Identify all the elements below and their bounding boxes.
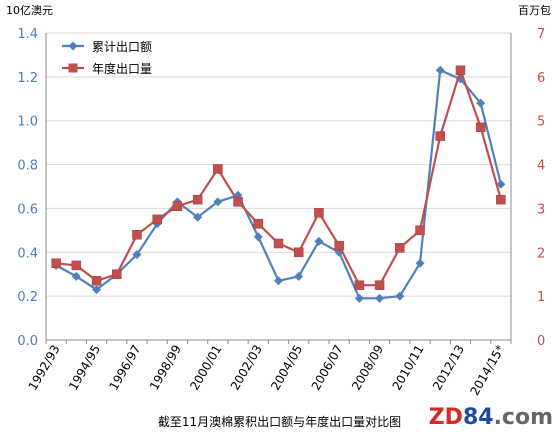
left-tick-label: 0.4	[17, 246, 38, 261]
data-point	[253, 219, 264, 229]
left-tick-label: 0.6	[17, 202, 38, 217]
data-point	[415, 225, 425, 236]
data-point	[455, 65, 466, 76]
data-point	[132, 249, 142, 259]
data-point	[274, 276, 283, 286]
data-point	[112, 269, 122, 279]
chart-caption: 截至11月澳棉累积出口额与年度出口量对比图	[157, 415, 402, 429]
x-tick-label: 1992/93	[26, 343, 63, 393]
left-tick-label: 1.4	[17, 27, 38, 42]
data-point	[415, 258, 425, 268]
data-point	[314, 208, 324, 218]
data-point	[435, 65, 445, 75]
data-point	[71, 260, 82, 271]
x-tick-label: 2000/01	[187, 343, 224, 393]
right-axis-unit: 百万包	[518, 4, 551, 17]
data-point	[132, 229, 142, 240]
data-point	[395, 243, 405, 253]
data-point	[293, 247, 304, 258]
data-point	[193, 212, 203, 222]
right-tick-label: 6	[537, 71, 545, 86]
right-tick-label: 2	[537, 246, 545, 261]
data-point	[71, 271, 81, 281]
data-point	[273, 238, 284, 249]
data-point	[334, 240, 344, 251]
x-tick-label: 1994/95	[66, 343, 103, 393]
right-tick-label: 0	[537, 334, 545, 349]
legend-label: 年度出口量	[92, 61, 152, 76]
data-point	[374, 280, 385, 290]
x-tick-label: 1996/97	[107, 343, 144, 393]
left-tick-label: 0.0	[17, 334, 38, 349]
data-point	[233, 197, 243, 207]
data-point	[395, 291, 405, 301]
data-point	[91, 276, 102, 286]
data-point	[354, 280, 365, 290]
right-tick-label: 1	[537, 290, 545, 305]
data-point	[253, 232, 263, 242]
data-point	[51, 258, 61, 268]
x-tick-label: 2002/03	[228, 343, 265, 393]
data-point	[92, 285, 102, 295]
x-tick-label: 2004/05	[268, 343, 305, 393]
right-tick-label: 5	[537, 115, 545, 130]
x-tick-label: 2008/09	[349, 343, 386, 393]
watermark-logo: ZD84.com	[428, 405, 553, 430]
x-tick-label: 2010/11	[390, 343, 427, 393]
left-axis-unit: 10亿澳元	[6, 4, 53, 17]
legend-marker	[68, 63, 78, 73]
data-point	[314, 236, 324, 246]
legend-label: 累计出口额	[92, 40, 152, 54]
data-point	[496, 194, 506, 205]
data-point	[213, 197, 223, 207]
left-tick-label: 1.2	[17, 71, 38, 86]
data-point	[213, 164, 223, 174]
x-tick-label: 2006/07	[309, 343, 346, 393]
legend-marker	[68, 41, 78, 51]
data-point	[476, 98, 486, 108]
data-point	[435, 131, 445, 141]
right-tick-label: 4	[537, 159, 545, 174]
left-tick-label: 0.2	[17, 290, 38, 305]
data-point	[294, 271, 304, 281]
data-point	[152, 214, 162, 225]
data-point	[172, 201, 183, 211]
series-line-export-volume	[55, 69, 502, 287]
data-point	[475, 122, 486, 133]
x-tick-label: 1998/99	[147, 343, 184, 393]
x-tick-label: 2012/13	[430, 343, 467, 393]
data-point	[354, 293, 364, 303]
data-point	[375, 293, 385, 303]
left-tick-label: 1.0	[17, 115, 38, 130]
x-tick-label: 2014/15*	[467, 343, 507, 398]
right-tick-label: 3	[537, 202, 545, 217]
left-tick-label: 0.8	[17, 159, 38, 174]
right-tick-label: 7	[537, 27, 545, 42]
data-point	[496, 179, 506, 189]
data-point	[192, 194, 203, 205]
